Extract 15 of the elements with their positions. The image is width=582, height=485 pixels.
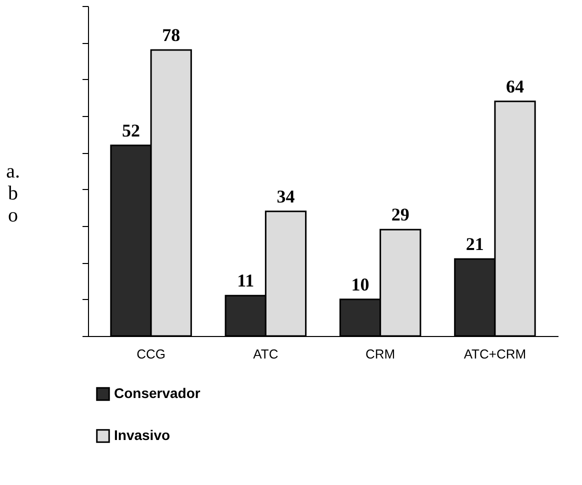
data-label: 11	[237, 270, 254, 291]
y-axis-title: a. b o	[6, 160, 20, 226]
legend-label: Conservador	[114, 385, 201, 401]
data-label: 64	[506, 76, 524, 96]
data-label: 21	[466, 234, 484, 254]
data-label: 78	[162, 25, 180, 45]
x-tick-label: ATC+CRM	[464, 346, 526, 362]
data-label: 34	[276, 186, 295, 206]
x-tick-label: ATC	[253, 346, 278, 362]
legend-label: Invasivo	[114, 427, 170, 443]
data-label: 52	[122, 120, 140, 140]
data-label: 29	[391, 204, 410, 225]
x-tick-label: CRM	[366, 346, 396, 362]
data-label: 10	[351, 274, 370, 294]
x-tick-label: CCG	[136, 346, 166, 362]
